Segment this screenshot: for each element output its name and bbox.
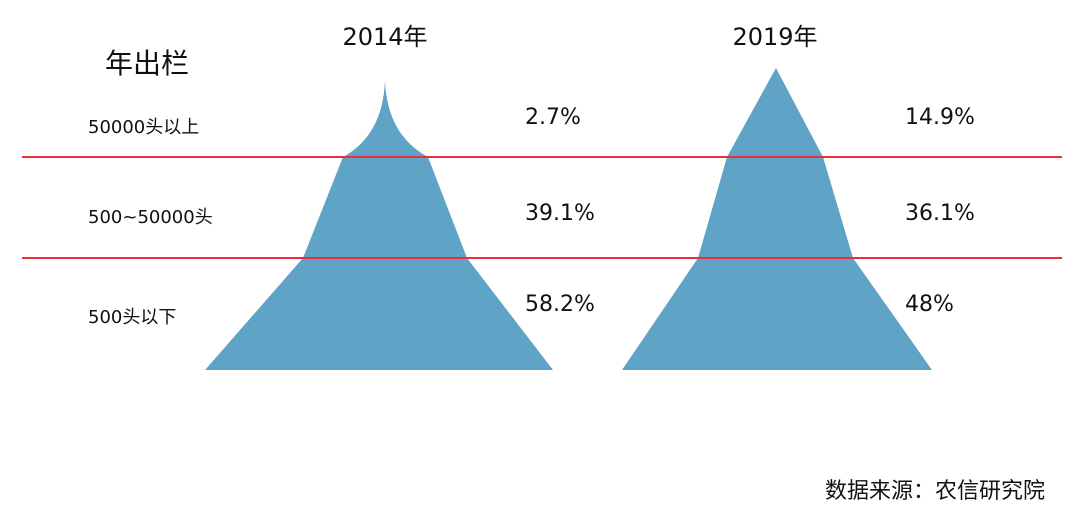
value-label: 2.7% xyxy=(525,105,581,130)
value-label: 36.1% xyxy=(905,201,975,226)
pyramid-2019 xyxy=(622,68,932,370)
pyramid-2014 xyxy=(205,80,553,370)
value-label: 14.9% xyxy=(905,105,975,130)
row-label: 50000头以上 xyxy=(88,117,199,138)
row-title: 年出栏 xyxy=(105,47,189,80)
row-label: 500~50000头 xyxy=(88,207,213,228)
source-note: 数据来源：农信研究院 xyxy=(825,479,1045,504)
value-label: 58.2% xyxy=(525,292,595,317)
row-label: 500头以下 xyxy=(88,307,176,328)
year-label: 2014年 xyxy=(342,23,427,51)
value-label: 48% xyxy=(905,292,954,317)
year-label: 2019年 xyxy=(732,23,817,51)
value-label: 39.1% xyxy=(525,201,595,226)
